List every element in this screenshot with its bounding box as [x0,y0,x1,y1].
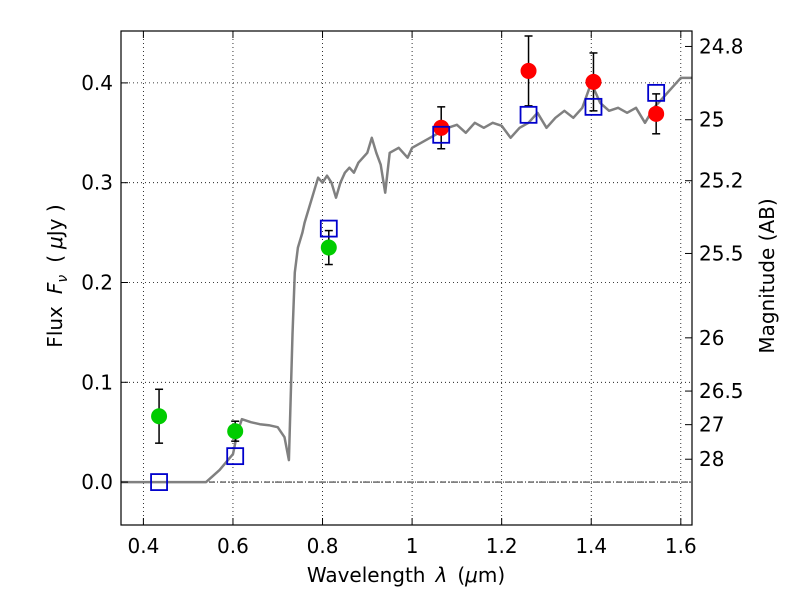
y-tick-label: 0.2 [81,270,113,294]
y-tick-label: 0.0 [81,470,113,494]
x-tick-label: 0.8 [307,534,339,558]
magnitude-tick-label: 25 [699,108,724,132]
x-tick-label: 1.2 [486,534,518,558]
magnitude-tick-label: 27 [699,413,724,437]
grid-lines [121,31,692,525]
model-photometry-square [432,125,451,144]
plot-frame [120,30,693,526]
axis-ticks [121,31,692,525]
photometry-point [585,73,602,90]
magnitude-tick-label: 25.5 [699,241,744,265]
model-spectrum [121,76,692,484]
tick-labels: 0.4 0.6 0.8 1 1.2 1.4 1.6 0.0 0.1 0.2 0.3 0.4 24.8 25… [81,34,743,558]
model-photometry-square [584,97,603,116]
y-tick-label: 0.3 [81,171,113,195]
y2-axis-title: Magnitude (AB) [755,198,779,353]
y-axis-title: FluxFν(μJy ) [43,204,71,347]
x-tick-label: 1.4 [575,534,607,558]
photometry-markers [150,62,666,491]
magnitude-tick-label: 25.2 [699,169,744,193]
x-tick-label: 1 [406,534,419,558]
model-spectrum-line [121,76,692,484]
x-tick-label: 0.4 [127,534,159,558]
y-tick-label: 0.1 [81,370,113,394]
x-tick-label: 0.6 [217,534,249,558]
magnitude-tick-label: 26.5 [699,379,744,403]
y-tick-label: 0.4 [81,71,113,95]
photometry-point [433,119,450,136]
x-tick-label: 1.6 [665,534,697,558]
x-axis-title: Wavelength λ (μm) [307,563,505,587]
photometry-point [648,105,665,122]
photometry-point [320,239,337,256]
photometry-point [151,408,168,425]
error-bars [155,35,661,444]
magnitude-tick-label: 24.8 [699,34,744,58]
model-photometry-square [226,447,245,466]
model-photometry-square [647,83,666,102]
magnitude-tick-label: 28 [699,447,724,471]
magnitude-tick-label: 26 [699,326,724,350]
model-photometry-square [319,219,338,238]
photometry-point [520,62,537,79]
model-photometry-square [150,473,168,491]
photometry-point [227,423,244,440]
model-photometry-square [519,105,538,124]
